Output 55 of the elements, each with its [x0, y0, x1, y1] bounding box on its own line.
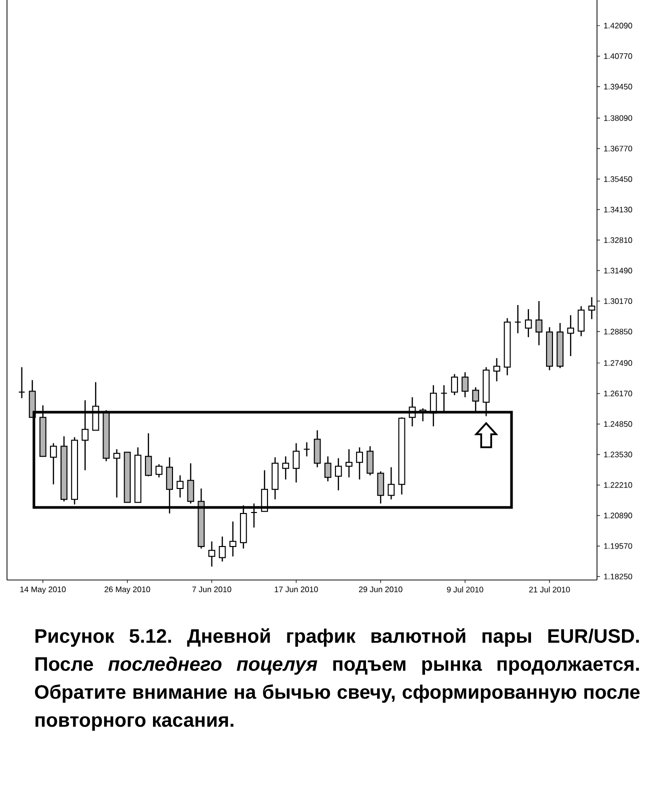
x-tick-label: 29 Jun 2010 [359, 586, 402, 592]
candlestick [451, 374, 458, 396]
y-tick-label: 1.20890 [604, 512, 632, 518]
candlestick [493, 358, 500, 382]
y-tick-label: 1.31490 [604, 268, 632, 274]
candlestick [144, 432, 152, 477]
candlestick [334, 458, 342, 491]
y-tick-label: 1.42090 [604, 22, 632, 28]
y-tick-label: 1.28850 [604, 328, 632, 334]
candlestick [377, 470, 384, 504]
candlestick [346, 448, 352, 478]
y-tick-label: 1.18250 [604, 574, 632, 580]
candlestick [187, 462, 194, 504]
x-tick-label: 26 May 2010 [104, 586, 150, 594]
candlestick [50, 442, 57, 485]
y-tick-label: 1.26170 [604, 390, 632, 396]
candlestick [208, 540, 216, 568]
candlestick [303, 442, 310, 457]
y-tick-label: 1.32810 [604, 237, 632, 243]
x-tick-label: 9 Jul 2010 [446, 586, 484, 592]
y-tick-label: 1.24850 [604, 421, 632, 427]
candlestick [218, 536, 226, 562]
y-tick-label: 1.40770 [604, 53, 632, 59]
candlestick [282, 456, 290, 480]
candlestick [366, 446, 374, 476]
candlestick [578, 306, 585, 337]
candlestick [514, 304, 522, 334]
y-tick-label: 1.34130 [604, 206, 632, 212]
y-tick-label: 1.39450 [604, 84, 632, 90]
candlestick [356, 446, 363, 480]
x-tick-label: 21 Jul 2010 [529, 586, 570, 592]
candlestick [176, 474, 184, 498]
candlestick [292, 442, 300, 484]
candlestick [18, 366, 26, 399]
candlestick [567, 314, 574, 357]
candlestick [229, 520, 236, 558]
candlestick [324, 456, 332, 482]
candlestick [524, 308, 532, 338]
y-tick-label: 1.30170 [604, 298, 632, 304]
y-tick-label: 1.27490 [604, 360, 632, 366]
candlestick [536, 300, 542, 346]
y-tick-label: 1.35450 [604, 176, 632, 182]
x-tick-label: 17 Jun 2010 [274, 586, 318, 592]
candlestick [462, 372, 469, 398]
y-tick-label: 1.22210 [604, 482, 632, 488]
y-tick-label: 1.23530 [604, 452, 632, 458]
candlestick [388, 466, 395, 500]
candlestick [113, 448, 120, 498]
x-tick-label: 7 Jun 2010 [192, 586, 232, 592]
y-tick-label: 1.36770 [604, 146, 632, 152]
text: Рисунок 5.12. Дневной график валютной пары EUR/USD. После последнего поцелуя подъем рынка продолжается. Обратите внимание на бычью свечу, сформированную после повторного касания. [34, 628, 640, 731]
candlestick [156, 464, 162, 478]
y-tick-label: 1.38090 [604, 115, 632, 121]
y-tick-label: 1.19570 [604, 543, 632, 549]
x-tick-label: 14 May 2010 [20, 586, 66, 594]
